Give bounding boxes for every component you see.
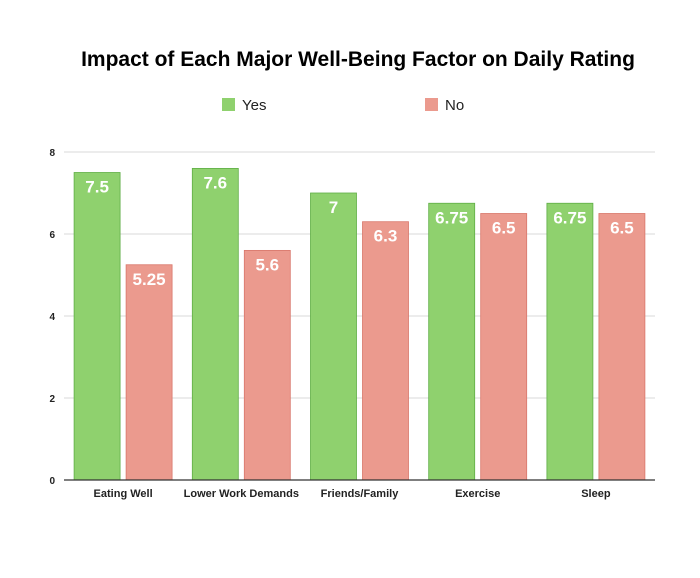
data-label-yes: 7 (329, 198, 338, 217)
legend-item-yes: Yes (222, 97, 266, 114)
bar-no (243, 249, 291, 481)
bar-no (362, 221, 409, 481)
legend-label-no: No (445, 97, 464, 114)
data-label-no: 5.6 (255, 255, 279, 274)
data-labels: 7.5 5.25 7.6 5.6 7 6.3 6.75 6.5 6.75 6.5 (85, 173, 633, 288)
x-axis-category-labels: Eating Well Lower Work Demands Friends/Fam… (94, 488, 611, 500)
y-tick-label: 2 (49, 394, 55, 405)
legend: Yes No (222, 97, 464, 114)
bar-no (598, 213, 646, 481)
bar-yes (428, 202, 476, 481)
bar-yes (546, 202, 594, 481)
bar-no (125, 264, 173, 481)
data-label-no: 6.3 (374, 227, 398, 246)
data-label-no: 6.5 (610, 219, 634, 238)
y-tick-label: 6 (49, 230, 55, 241)
legend-swatch-no (425, 98, 438, 111)
legend-swatch-yes (222, 98, 235, 111)
y-tick-label: 8 (49, 148, 55, 159)
bar-yes (73, 172, 121, 481)
data-label-yes: 7.6 (203, 173, 227, 192)
legend-label-yes: Yes (242, 97, 266, 114)
x-tick-label: Friends/Family (321, 488, 400, 500)
y-tick-label: 0 (49, 476, 55, 487)
bar-yes (191, 167, 239, 481)
data-label-yes: 6.75 (435, 208, 468, 227)
chart-title: Impact of Each Major Well-Being Factor o… (81, 48, 635, 71)
x-tick-label: Sleep (581, 488, 611, 500)
bar-yes (310, 192, 357, 481)
y-tick-label: 4 (49, 312, 55, 323)
data-label-no: 6.5 (492, 219, 516, 238)
bar-no (480, 213, 528, 481)
bars (73, 167, 646, 481)
x-tick-label: Eating Well (94, 488, 153, 500)
y-axis-tick-labels: 0 2 4 6 8 (49, 148, 55, 487)
data-label-no: 5.25 (133, 270, 166, 289)
legend-item-no: No (425, 97, 464, 114)
x-tick-label: Lower Work Demands (184, 488, 299, 500)
data-label-yes: 7.5 (85, 178, 109, 197)
x-tick-label: Exercise (455, 488, 500, 500)
data-label-yes: 6.75 (553, 208, 586, 227)
